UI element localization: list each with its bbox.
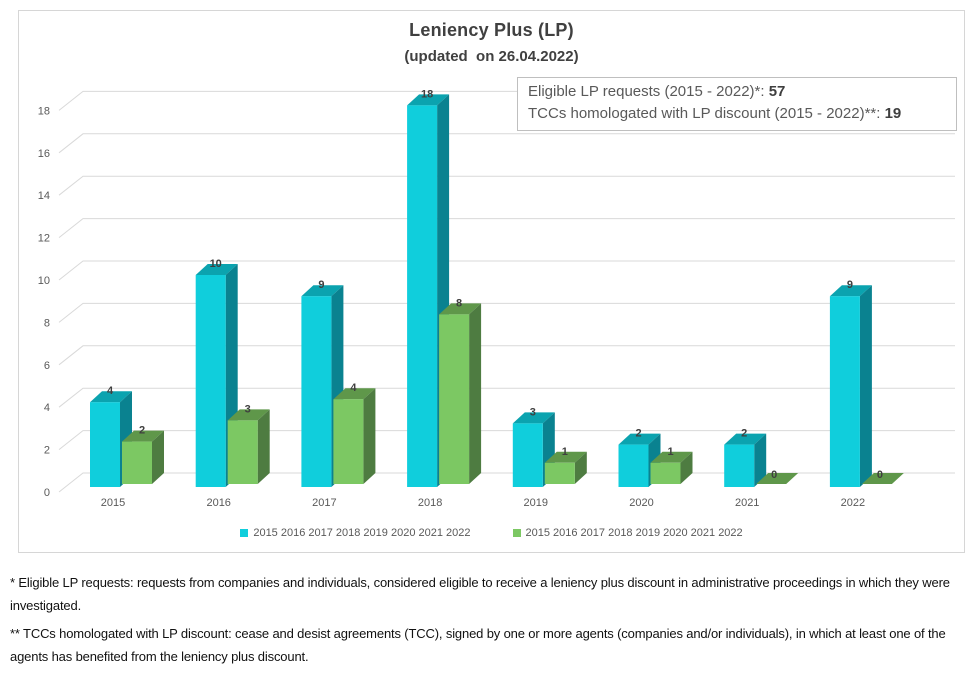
gridline-8 <box>58 302 955 323</box>
data-label: 4 <box>350 382 357 394</box>
annotation-label: TCCs homologated with LP discount (2015 … <box>528 105 885 122</box>
gridline-12 <box>58 218 955 238</box>
x-category-label-2016: 2016 <box>206 497 230 509</box>
y-tick-label-2: 2 <box>44 445 50 457</box>
data-label: 9 <box>847 279 853 291</box>
gridline-14 <box>58 175 955 196</box>
data-label: 4 <box>107 385 114 397</box>
bar-series2-2021: 0 <box>756 469 799 484</box>
gridline-16 <box>58 133 955 154</box>
data-label: 1 <box>667 446 673 458</box>
x-category-label-2015: 2015 <box>101 497 125 509</box>
x-category-label-2022: 2022 <box>841 497 865 509</box>
plot-area: 0246810121416184220151032016942017188201… <box>38 88 955 509</box>
annotation-label: Eligible LP requests (2015 - 2022)*: <box>528 83 769 100</box>
y-tick-label-6: 6 <box>44 360 50 372</box>
data-label: 8 <box>456 297 462 309</box>
data-label: 18 <box>421 88 433 100</box>
y-tick-label-14: 14 <box>38 190 50 202</box>
x-category-label-2017: 2017 <box>312 497 336 509</box>
gridline-10 <box>58 260 955 281</box>
legend-entry-series2: 2015 2016 2017 2018 2019 2020 2021 2022 <box>512 527 743 539</box>
bar-series2-2022: 0 <box>861 469 904 484</box>
legend-label: 2015 2016 2017 2018 2019 2020 2021 2022 <box>525 527 743 539</box>
legend-label: 2015 2016 2017 2018 2019 2020 2021 2022 <box>253 527 471 539</box>
bar-series1-2021: 2 <box>724 428 767 487</box>
footnotes: * Eligible LP requests: requests from co… <box>10 571 960 673</box>
data-label: 2 <box>635 428 641 440</box>
footnote-eligible: * Eligible LP requests: requests from co… <box>10 575 950 613</box>
bar-series2-2017: 4 <box>333 382 376 484</box>
bar-series1-2022: 9 <box>829 279 872 487</box>
data-label: 3 <box>530 406 536 418</box>
y-tick-label-18: 18 <box>38 105 50 117</box>
gridline-6 <box>58 345 955 366</box>
chart-container: 0 2 4 6 8 10 12 14 16 18 4 2 2015 10 3 2016 9 4 2017 18 8 201… <box>18 10 965 553</box>
legend-swatch-cyan <box>240 529 249 537</box>
x-category-label-2018: 2018 <box>418 497 442 509</box>
bar-series1-2018: 18 <box>407 88 450 488</box>
x-category-label-2019: 2019 <box>524 497 548 509</box>
bar-series2-2018: 8 <box>439 297 482 484</box>
bar-series1-2019: 3 <box>512 406 555 487</box>
annotation-line-eligible: Eligible LP requests (2015 - 2022)*: 57 <box>528 81 946 103</box>
y-tick-label-16: 16 <box>38 148 50 160</box>
data-label: 0 <box>877 469 883 481</box>
data-label: 2 <box>139 425 145 437</box>
x-category-label-2021: 2021 <box>735 497 759 509</box>
gridline-4 <box>58 387 955 408</box>
data-label: 1 <box>562 446 568 458</box>
gridline-0 <box>58 472 955 493</box>
data-label: 9 <box>318 279 324 291</box>
annotation-box: Eligible LP requests (2015 - 2022)*: 57 … <box>517 77 957 131</box>
data-label: 0 <box>771 469 777 481</box>
y-tick-label-0: 0 <box>44 487 50 499</box>
footnote-tccs: ** TCCs homologated with LP discount: ce… <box>10 626 946 664</box>
y-tick-label-10: 10 <box>38 275 50 287</box>
y-tick-label-12: 12 <box>38 233 50 245</box>
bar-series2-2020: 1 <box>650 446 693 484</box>
x-category-label-2020: 2020 <box>629 497 653 509</box>
chart-legend: 2015 2016 2017 2018 2019 2020 2021 2022 … <box>19 527 964 539</box>
legend-entry-series1: 2015 2016 2017 2018 2019 2020 2021 2022 <box>240 527 471 539</box>
annotation-value: 57 <box>768 83 786 100</box>
legend-swatch-green <box>512 529 521 537</box>
annotation-value: 19 <box>884 105 902 122</box>
data-label: 3 <box>245 403 251 415</box>
chart-title: Leniency Plus (LP) <box>409 20 574 40</box>
y-tick-label-4: 4 <box>44 402 50 414</box>
data-label: 10 <box>210 258 222 270</box>
chart-subtitle: (updated on 26.04.2022) <box>404 48 579 65</box>
y-tick-label-8: 8 <box>44 317 50 329</box>
gridline-2 <box>58 430 955 450</box>
annotation-line-tccs: TCCs homologated with LP discount (2015 … <box>528 103 946 125</box>
bar-series2-2015: 2 <box>122 425 164 484</box>
bar-series2-2019: 1 <box>544 446 587 484</box>
data-label: 2 <box>741 428 747 440</box>
bar-series2-2016: 3 <box>227 403 270 484</box>
